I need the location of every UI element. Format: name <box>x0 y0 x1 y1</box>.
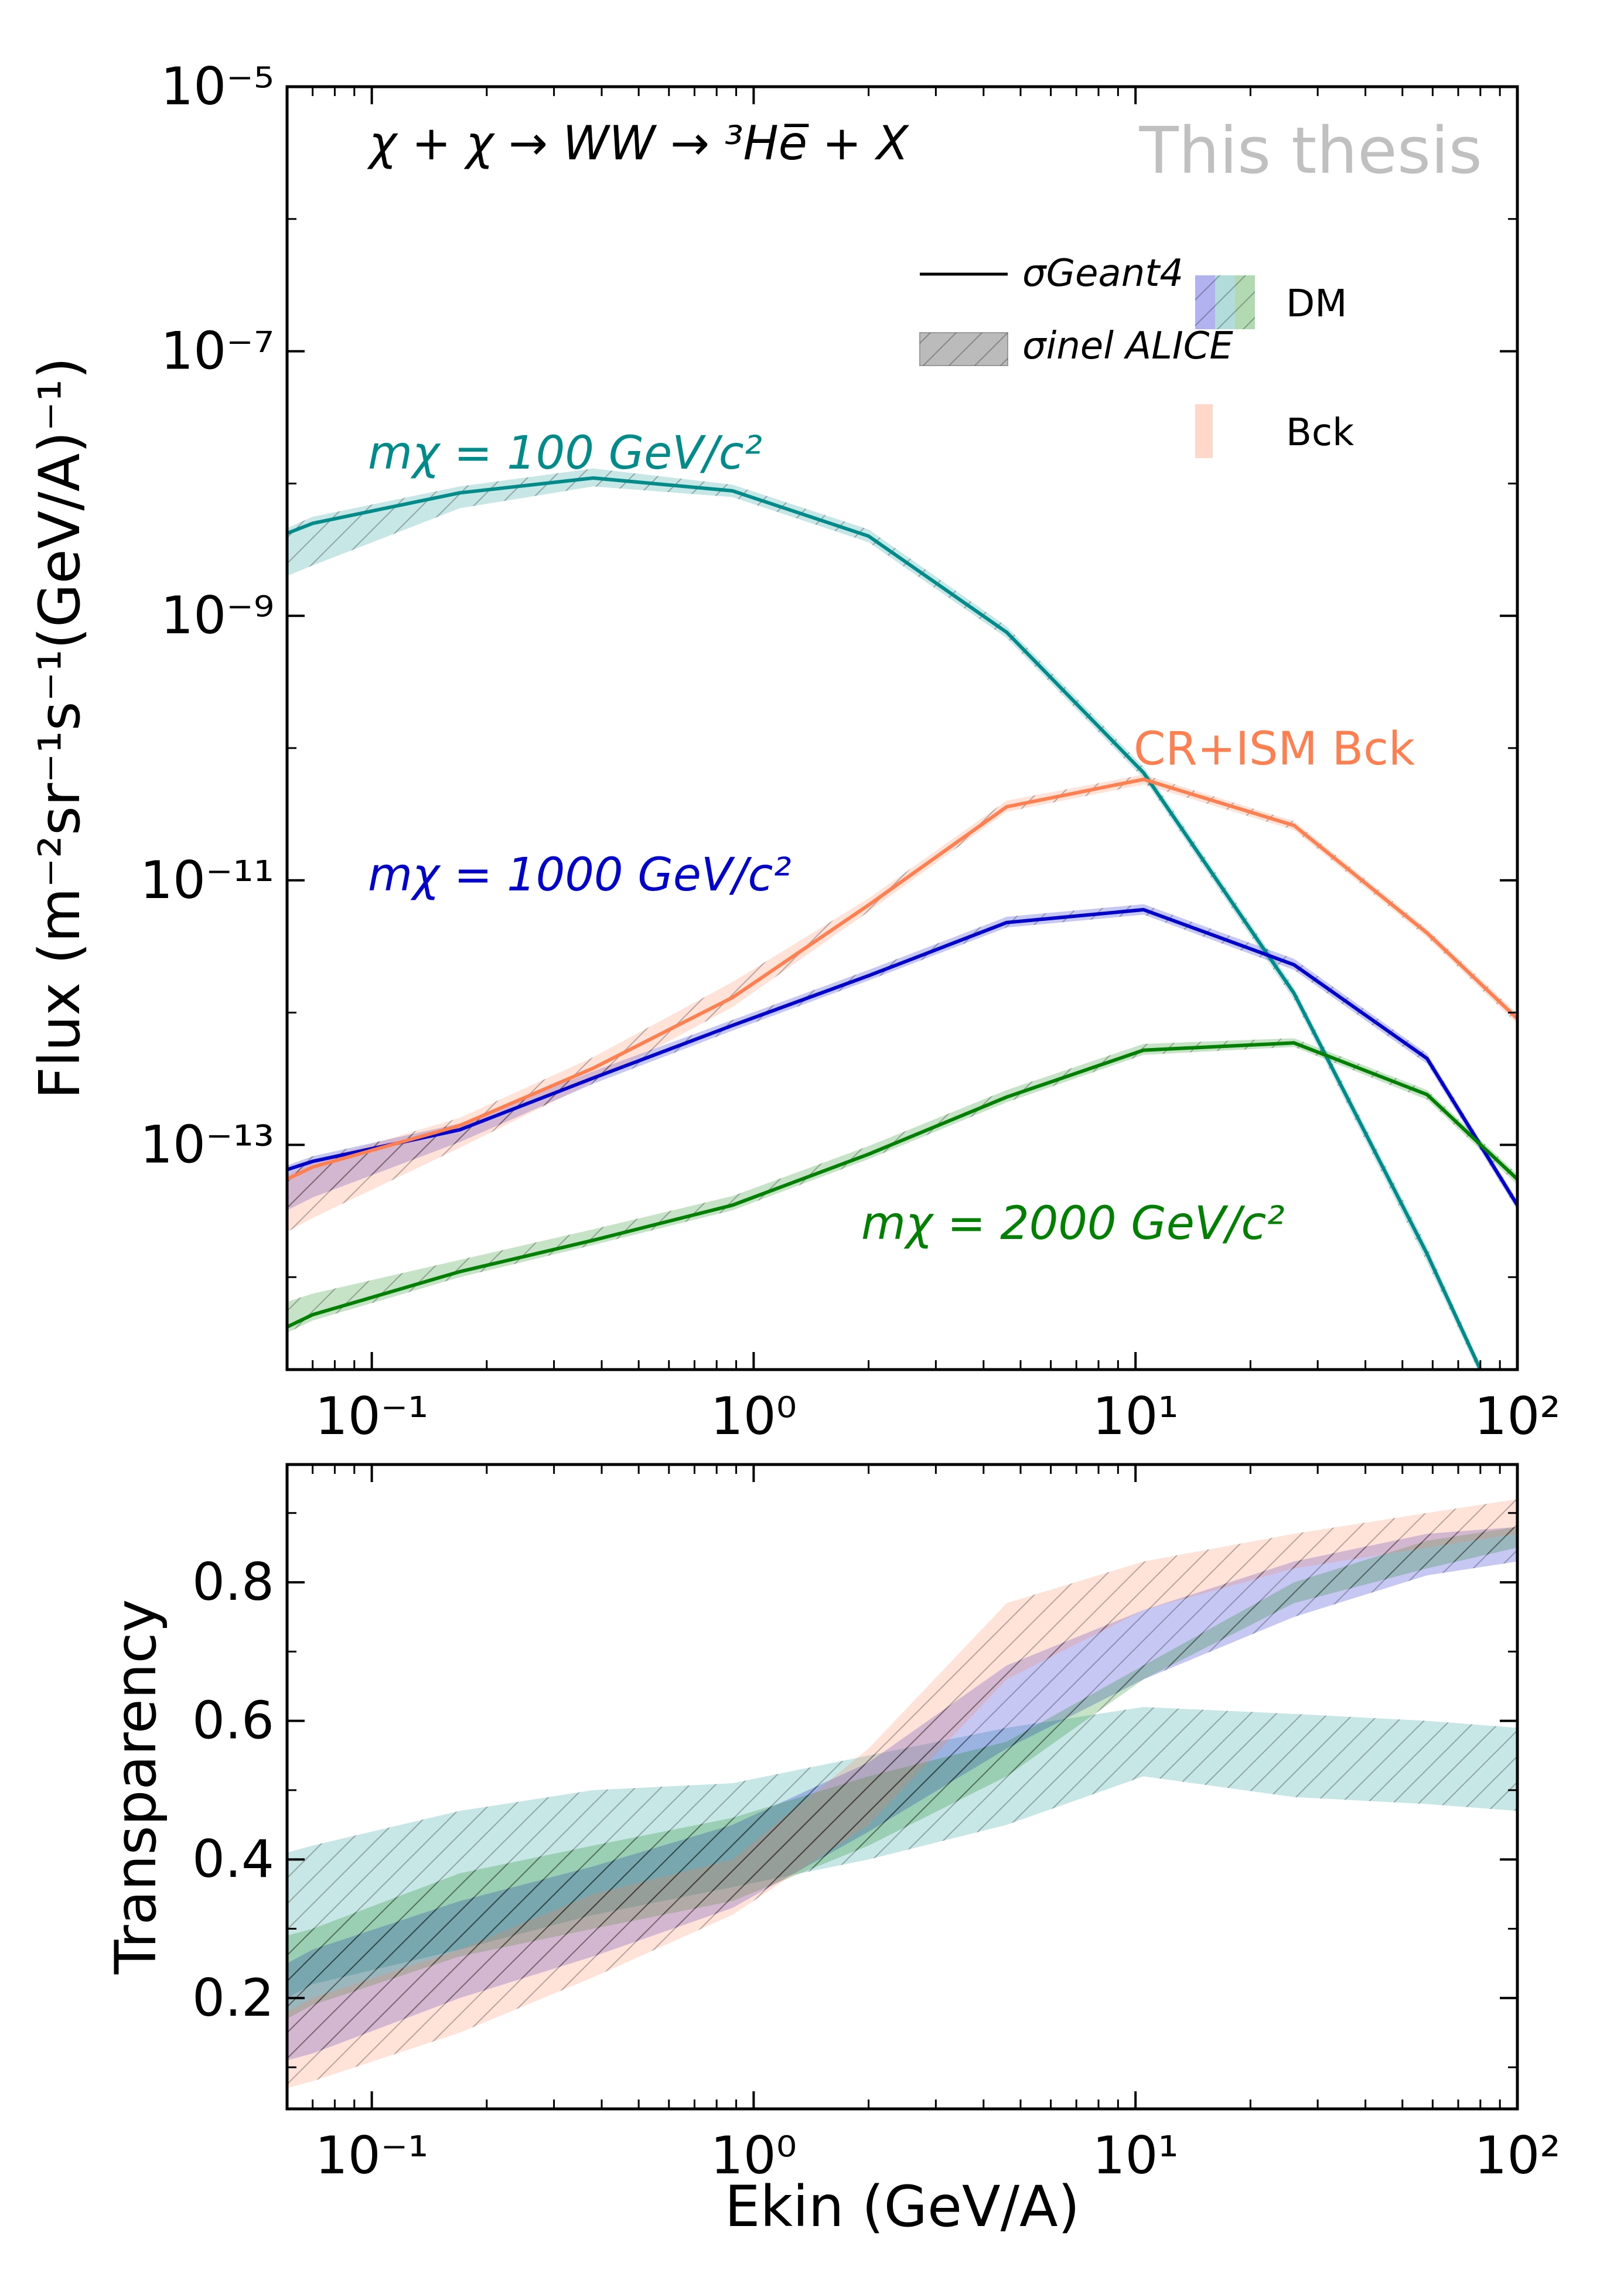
label-m1000: mχ = 1000 GeV/c² <box>368 849 791 902</box>
watermark: This thesis <box>1139 113 1482 188</box>
flux-band-hatch-1 <box>287 904 1517 1211</box>
label-bck: CR+ISM Bck <box>1134 723 1415 776</box>
transparency-plot-frame <box>285 1463 1519 2111</box>
label-m2000: mχ = 2000 GeV/c² <box>861 1197 1285 1250</box>
flux-annotation: χ + χ → WW → ³He̅ + X <box>367 116 910 170</box>
flux-legend: σGeant4 σinel ALICE DM Bck <box>919 252 1354 458</box>
x-tick-label: 10² <box>1474 1386 1560 1446</box>
flux-band-3 <box>287 774 1517 1232</box>
transparency-bands <box>287 1499 1517 2088</box>
legend-bck-label: Bck <box>1286 411 1354 455</box>
x-tick-label: 10¹ <box>1093 1386 1179 1446</box>
y-tick-label: 10⁻¹³ <box>140 1114 274 1175</box>
x-tick-label: 10² <box>1474 2125 1560 2186</box>
flux-band-hatch-3 <box>287 774 1517 1232</box>
transparency-panel: 10⁻¹ 10⁰ 10¹ 10² 0.2 0.4 0.6 0.8 Transparency E… <box>103 1463 1561 2240</box>
y-tick-label: 0.6 <box>192 1691 274 1751</box>
y-tick-label: 10⁻⁷ <box>161 321 274 381</box>
x-tick-label: 10⁰ <box>711 2125 797 2186</box>
flux-y-axis-label: Flux (m⁻²sr⁻¹s⁻¹(GeV/A)⁻¹) <box>27 357 93 1100</box>
legend-dm-swatch <box>1195 275 1255 329</box>
legend-bck-swatch <box>1195 404 1213 458</box>
transparency-band-hatch-3 <box>287 1499 1517 2088</box>
label-m100: mχ = 100 GeV/c² <box>368 427 762 480</box>
legend-alice-label: σinel ALICE <box>1022 325 1233 368</box>
flux-band-hatch-2 <box>287 1038 1517 1333</box>
y-tick-label: 0.8 <box>192 1552 274 1612</box>
flux-line-3 <box>287 777 1517 1181</box>
x-tick-label: 10⁰ <box>711 1386 797 1446</box>
transparency-x-axis-label: Ekin (GeV/A) <box>725 2174 1080 2240</box>
flux-line-0 <box>287 476 1482 1370</box>
y-tick-label: 10⁻¹¹ <box>140 850 274 910</box>
flux-plot-frame <box>285 85 1519 1371</box>
flux-ticks: 10⁻¹ 10⁰ 10¹ 10² 10⁻¹³ 10⁻¹¹ 10⁻⁹ 10⁻⁷ 10⁻⁵ <box>140 56 1561 1446</box>
y-tick-label: 0.2 <box>192 1968 274 2028</box>
x-tick-label: 10⁻¹ <box>315 2125 429 2186</box>
y-tick-label: 10⁻⁹ <box>161 585 274 646</box>
x-tick-label: 10⁻¹ <box>315 1386 429 1446</box>
flux-panel: 10⁻¹ 10⁰ 10¹ 10² 10⁻¹³ 10⁻¹¹ 10⁻⁹ 10⁻⁷ 10⁻⁵ χ + … <box>27 56 1561 1446</box>
transparency-band-hatch-0 <box>287 1707 1517 1998</box>
flux-band-2 <box>287 1038 1517 1333</box>
y-tick-label: 0.4 <box>192 1829 274 1889</box>
y-tick-label: 10⁻⁵ <box>161 56 274 117</box>
legend-geant4-label: σGeant4 <box>1022 252 1183 295</box>
transparency-y-axis-label: Transparency <box>103 1599 169 1975</box>
flux-lines <box>287 476 1517 1370</box>
legend-dm-label: DM <box>1286 282 1347 326</box>
x-tick-label: 10¹ <box>1093 2125 1179 2186</box>
flux-line-2 <box>287 1041 1517 1329</box>
transparency-ticks: 10⁻¹ 10⁰ 10¹ 10² 0.2 0.4 0.6 0.8 <box>192 1464 1561 2186</box>
